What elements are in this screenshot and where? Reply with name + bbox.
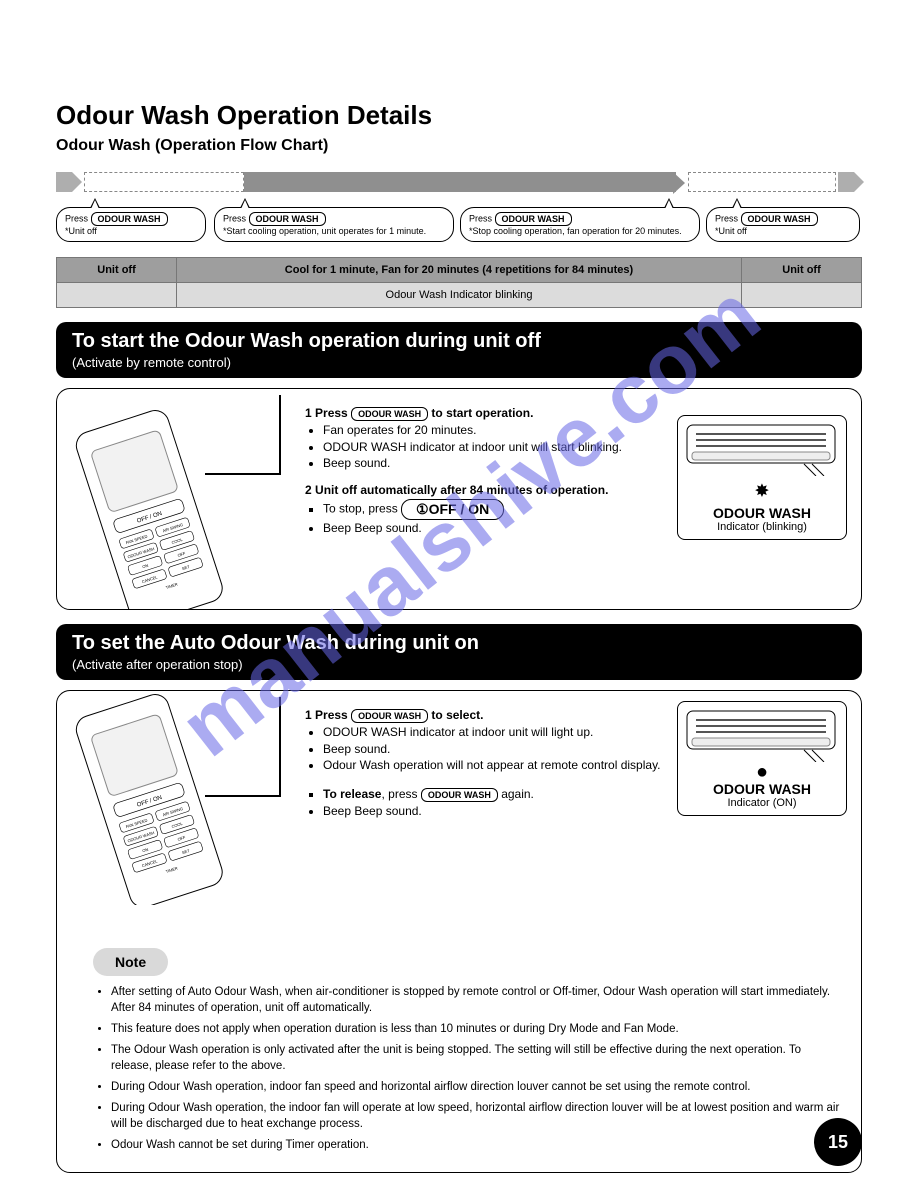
note-6: Odour Wash cannot be set during Timer op… <box>111 1137 843 1154</box>
off-on-pill: ①OFF / ON <box>401 499 504 520</box>
note-2: This feature does not apply when operati… <box>111 1021 843 1038</box>
note-4: During Odour Wash operation, indoor fan … <box>111 1079 843 1096</box>
unit-sub: Indicator (blinking) <box>686 521 838 533</box>
flow-h1: Unit off <box>57 258 177 283</box>
callout-2-prefix: Press <box>223 213 246 223</box>
odour-wash-pill: ODOUR WASH <box>741 212 818 226</box>
callout-1-prefix: Press <box>65 213 88 223</box>
indoor-unit-icon <box>686 710 836 762</box>
section-a-sub: (Activate by remote control) <box>72 355 846 370</box>
flow-callouts: Press ODOUR WASH *Unit off Press ODOUR W… <box>56 205 862 251</box>
flow-table: Unit off Cool for 1 minute, Fan for 20 m… <box>56 257 862 308</box>
step2-action: To stop, press <box>323 502 398 516</box>
note-badge: Note <box>93 948 168 976</box>
odour-wash-pill: ODOUR WASH <box>421 788 498 802</box>
cancel-action: , press <box>381 787 417 801</box>
odour-wash-pill: ODOUR WASH <box>351 709 428 723</box>
callout-3-note: *Stop cooling operation, fan operation f… <box>469 226 682 236</box>
section-a-title: To start the Odour Wash operation during… <box>72 330 846 353</box>
section-b-sub: (Activate after operation stop) <box>72 657 846 672</box>
indoor-unit-icon <box>686 424 836 476</box>
on-dot-icon: ● <box>686 767 838 777</box>
blink-star-icon: ✸ <box>686 481 838 501</box>
callout-1: Press ODOUR WASH *Unit off <box>56 207 206 242</box>
callout-3-prefix: Press <box>469 213 492 223</box>
section-b-panel: OFF / ON FAN SPEED AIR SWING ODOUR WASH … <box>56 690 862 1173</box>
note-5: During Odour Wash operation, the indoor … <box>111 1100 843 1133</box>
b-step1-effect: to select. <box>431 708 483 722</box>
section-b-header: To set the Auto Odour Wash during unit o… <box>56 624 862 680</box>
section-a-panel: OFF / ON FAN SPEED AIR SWING ODOUR WASH … <box>56 388 862 610</box>
section-b-title: To set the Auto Odour Wash during unit o… <box>72 632 846 655</box>
callout-2: Press ODOUR WASH *Start cooling operatio… <box>214 207 454 242</box>
odour-wash-pill: ODOUR WASH <box>91 212 168 226</box>
power-icon: ① <box>416 501 429 517</box>
remote-control-illustration: OFF / ON FAN SPEED AIR SWING ODOUR WASH … <box>56 401 307 610</box>
flow-h3: Unit off <box>742 258 862 283</box>
flow-r1 <box>57 283 177 308</box>
cancel-label: To release <box>323 787 381 801</box>
step1-effect: to start operation. <box>431 406 533 420</box>
note-1: After setting of Auto Odour Wash, when a… <box>111 984 843 1017</box>
odour-wash-pill: ODOUR WASH <box>249 212 326 226</box>
callout-4-prefix: Press <box>715 213 738 223</box>
page-title: Odour Wash Operation Details <box>56 100 862 131</box>
page-subtitle: Odour Wash (Operation Flow Chart) <box>56 137 862 155</box>
unit-label: ODOUR WASH <box>686 781 838 797</box>
callout-3: Press ODOUR WASH *Stop cooling operation… <box>460 207 700 242</box>
step1-action: Press <box>315 406 348 420</box>
indoor-unit-indicator: ● ODOUR WASH Indicator (ON) <box>677 701 847 816</box>
unit-sub: Indicator (ON) <box>686 797 838 809</box>
callout-1-note: *Unit off <box>65 226 97 236</box>
unit-label: ODOUR WASH <box>686 505 838 521</box>
callout-4: Press ODOUR WASH *Unit off <box>706 207 860 242</box>
odour-wash-pill: ODOUR WASH <box>351 407 428 421</box>
step2-prefix: Unit off automatically after 84 minutes … <box>315 483 608 497</box>
callout-4-note: *Unit off <box>715 226 747 236</box>
flow-h2: Cool for 1 minute, Fan for 20 minutes (4… <box>177 258 742 283</box>
callout-2-note: *Start cooling operation, unit operates … <box>223 226 426 236</box>
note-list: After setting of Auto Odour Wash, when a… <box>93 984 843 1154</box>
off-on-label: OFF / ON <box>429 501 490 517</box>
remote-control-illustration: OFF / ON FAN SPEED AIR SWING ODOUR WASH … <box>56 690 307 905</box>
flow-r3 <box>742 283 862 308</box>
indoor-unit-indicator: ✸ ODOUR WASH Indicator (blinking) <box>677 415 847 540</box>
cancel-effect: again. <box>501 787 534 801</box>
odour-wash-pill: ODOUR WASH <box>495 212 572 226</box>
b-step1-action: Press <box>315 708 348 722</box>
flow-r2: Odour Wash Indicator blinking <box>177 283 742 308</box>
section-a-header: To start the Odour Wash operation during… <box>56 322 862 378</box>
note-3: The Odour Wash operation is only activat… <box>111 1042 843 1075</box>
